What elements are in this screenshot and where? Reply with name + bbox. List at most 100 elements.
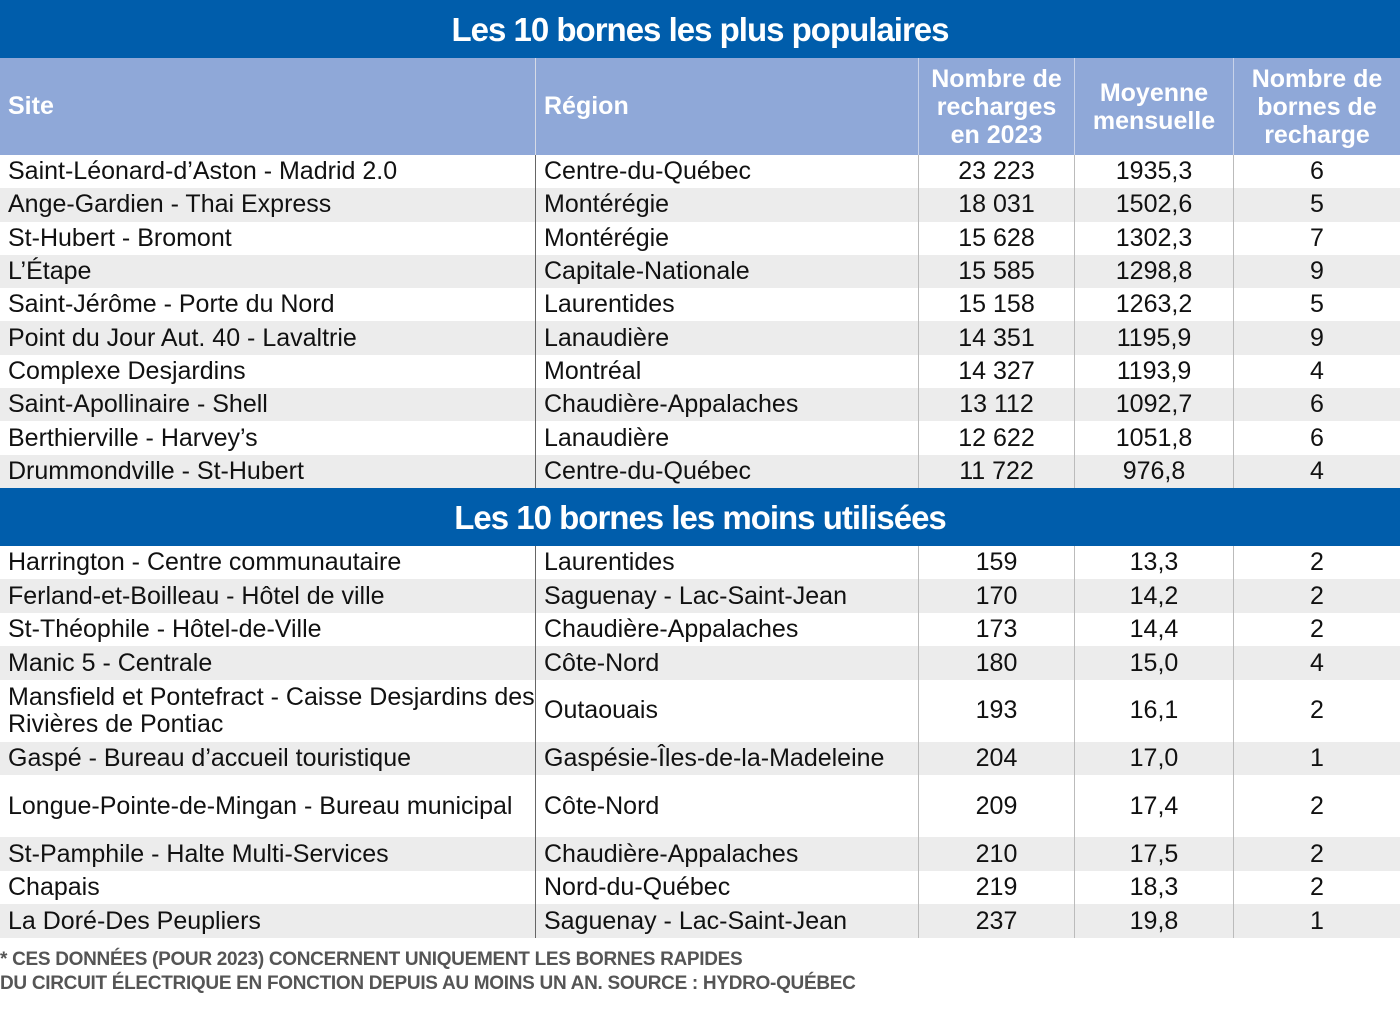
cell-recharges: 237 <box>918 904 1074 938</box>
footnote-line: * CES DONNÉES (POUR 2023) CONCERNENT UNI… <box>0 948 743 970</box>
cell-region: Montréal <box>535 354 918 389</box>
table-row: Point du Jour Aut. 40 - Lavaltrie Lanaudi… <box>0 321 1400 355</box>
header-region: Région <box>535 58 918 155</box>
cell-site: Longue-Pointe-de-Mingan - Bureau municip… <box>8 791 513 820</box>
cell-region: Saguenay - Lac-Saint-Jean <box>535 904 918 938</box>
cell-site: Ferland-et-Boilleau - Hôtel de ville <box>8 581 385 610</box>
section-title-popular: Les 10 bornes les plus populaires <box>0 0 1400 58</box>
cell-monthly-average: 14,4 <box>1074 612 1233 647</box>
table-row: Saint-Jérôme - Porte du Nord Laurentides 1… <box>0 288 1400 322</box>
table-row: Saint-Apollinaire - Shell Chaudière-Appal… <box>0 388 1400 422</box>
cell-recharges: 13 112 <box>918 388 1074 422</box>
cell-charger-count: 9 <box>1233 321 1400 355</box>
cell-site: Point du Jour Aut. 40 - Lavaltrie <box>8 323 357 352</box>
table-row: St-Hubert - Bromont Montérégie 15 628 1302,… <box>0 221 1400 255</box>
cell-monthly-average: 15,0 <box>1074 646 1233 680</box>
table-row: Chapais Nord-du-Québec 219 18,3 2 <box>0 870 1400 905</box>
cell-monthly-average: 1298,8 <box>1074 254 1233 289</box>
cell-region: Lanaudière <box>535 321 918 355</box>
table-row: Complexe Desjardins Montréal 14 327 1193,9 4 <box>0 354 1400 389</box>
cell-region: Chaudière-Appalaches <box>535 388 918 422</box>
cell-monthly-average: 1092,7 <box>1074 388 1233 422</box>
cell-region: Côte-Nord <box>535 646 918 680</box>
cell-recharges: 193 <box>918 679 1074 742</box>
cell-monthly-average: 1935,3 <box>1074 155 1233 189</box>
cell-recharges: 18 031 <box>918 188 1074 222</box>
cell-site: St-Théophile - Hôtel-de-Ville <box>8 615 322 644</box>
cell-recharges: 159 <box>918 545 1074 580</box>
table-row: Berthierville - Harvey’s Lanaudière 12 622… <box>0 421 1400 455</box>
cell-monthly-average: 19,8 <box>1074 904 1233 938</box>
cell-recharges: 15 628 <box>918 221 1074 255</box>
cell-charger-count: 7 <box>1233 221 1400 255</box>
cell-region: Centre-du-Québec <box>535 155 918 189</box>
cell-monthly-average: 1302,3 <box>1074 221 1233 255</box>
cell-site: Complexe Desjardins <box>8 356 246 385</box>
cell-region: Laurentides <box>535 288 918 322</box>
table-row: Longue-Pointe-de-Mingan - Bureau municip… <box>0 775 1400 838</box>
cell-recharges: 12 622 <box>918 421 1074 455</box>
cell-site: Harrington - Centre communautaire <box>8 548 402 577</box>
cell-charger-count: 6 <box>1233 155 1400 189</box>
cell-monthly-average: 1193,9 <box>1074 354 1233 389</box>
table-row: L’Étape Capitale-Nationale 15 585 1298,8 9 <box>0 254 1400 289</box>
cell-monthly-average: 1195,9 <box>1074 321 1233 355</box>
table-row: Manic 5 - Centrale Côte-Nord 180 15,0 4 <box>0 646 1400 680</box>
cell-monthly-average: 18,3 <box>1074 870 1233 905</box>
cell-charger-count: 2 <box>1233 837 1400 871</box>
cell-site: L’Étape <box>8 257 92 286</box>
cell-region: Montérégie <box>535 188 918 222</box>
cell-charger-count: 2 <box>1233 870 1400 905</box>
cell-recharges: 15 585 <box>918 254 1074 289</box>
cell-charger-count: 4 <box>1233 454 1400 488</box>
cell-region: Saguenay - Lac-Saint-Jean <box>535 579 918 613</box>
table-row: Mansfield et Pontefract - Caisse Desjard… <box>0 679 1400 742</box>
cell-region: Centre-du-Québec <box>535 454 918 488</box>
cell-charger-count: 5 <box>1233 288 1400 322</box>
cell-charger-count: 2 <box>1233 579 1400 613</box>
cell-region: Montérégie <box>535 221 918 255</box>
popular-rows: Saint-Léonard-d’Aston - Madrid 2.0 Centre… <box>0 155 1400 488</box>
header-recharges: Nombre de recharges en 2023 <box>918 58 1074 155</box>
header-site: Site <box>8 92 54 120</box>
cell-region: Outaouais <box>535 679 918 742</box>
table-row: Gaspé - Bureau d’accueil touristique Gasp… <box>0 741 1400 776</box>
cell-recharges: 209 <box>918 775 1074 838</box>
cell-charger-count: 5 <box>1233 188 1400 222</box>
cell-monthly-average: 17,4 <box>1074 775 1233 838</box>
cell-monthly-average: 16,1 <box>1074 679 1233 742</box>
header-monthly-average: Moyenne mensuelle <box>1074 58 1233 155</box>
cell-monthly-average: 1263,2 <box>1074 288 1233 322</box>
cell-recharges: 180 <box>918 646 1074 680</box>
cell-region: Chaudière-Appalaches <box>535 837 918 871</box>
cell-site: Mansfield et Pontefract - Caisse Desjard… <box>8 682 535 738</box>
cell-site: Drummondville - St-Hubert <box>8 456 304 485</box>
header-charger-count: Nombre de bornes de recharge <box>1233 58 1400 155</box>
section-title-least-used: Les 10 bornes les moins utilisées <box>0 487 1400 546</box>
cell-monthly-average: 976,8 <box>1074 454 1233 488</box>
cell-region: Côte-Nord <box>535 775 918 838</box>
cell-charger-count: 2 <box>1233 545 1400 580</box>
cell-charger-count: 2 <box>1233 679 1400 742</box>
table-row: La Doré-Des Peupliers Saguenay - Lac-Sain… <box>0 904 1400 938</box>
cell-recharges: 11 722 <box>918 454 1074 488</box>
cell-site: St-Hubert - Bromont <box>8 223 232 252</box>
cell-recharges: 170 <box>918 579 1074 613</box>
cell-site: Ange-Gardien - Thai Express <box>8 190 332 219</box>
cell-region: Laurentides <box>535 545 918 580</box>
cell-recharges: 23 223 <box>918 155 1074 189</box>
cell-site: Saint-Apollinaire - Shell <box>8 390 268 419</box>
cell-charger-count: 2 <box>1233 775 1400 838</box>
cell-charger-count: 1 <box>1233 904 1400 938</box>
cell-charger-count: 6 <box>1233 388 1400 422</box>
cell-monthly-average: 17,5 <box>1074 837 1233 871</box>
cell-recharges: 15 158 <box>918 288 1074 322</box>
cell-monthly-average: 1502,6 <box>1074 188 1233 222</box>
cell-monthly-average: 14,2 <box>1074 579 1233 613</box>
cell-region: Lanaudière <box>535 421 918 455</box>
cell-charger-count: 4 <box>1233 646 1400 680</box>
table-header: Site Région Nombre de recharges en 2023 … <box>0 58 1400 155</box>
table-row: Ferland-et-Boilleau - Hôtel de ville Sagu… <box>0 579 1400 613</box>
table-row: Harrington - Centre communautaire Laurent… <box>0 545 1400 580</box>
cell-site: Gaspé - Bureau d’accueil touristique <box>8 744 412 773</box>
